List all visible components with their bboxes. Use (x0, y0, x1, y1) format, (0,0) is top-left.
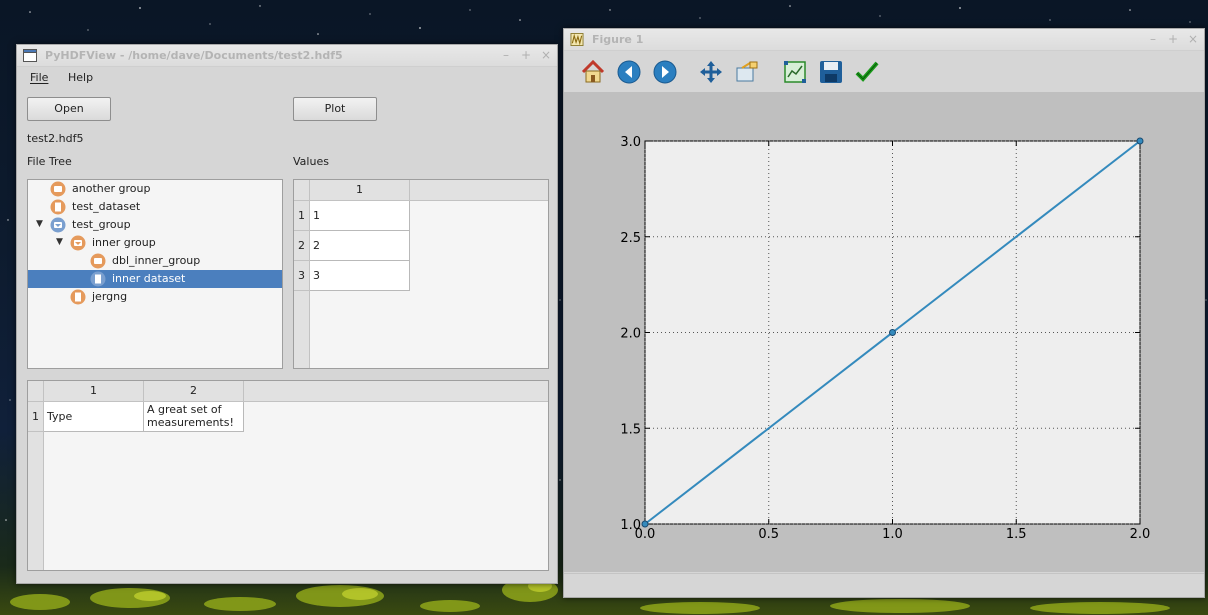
maximize-button[interactable]: + (1168, 32, 1179, 46)
menu-file[interactable]: File (30, 71, 49, 84)
back-icon[interactable] (616, 59, 642, 85)
matplotlib-icon (570, 33, 584, 46)
y-tick-label: 2.5 (620, 231, 641, 246)
x-tick-label: 1.0 (882, 527, 903, 542)
dataset-icon (70, 289, 86, 305)
table-cell[interactable]: 2 (310, 231, 410, 261)
menu-bar: File Help (17, 68, 557, 88)
expand-arrow-icon[interactable]: ▼ (36, 219, 43, 229)
table-cell[interactable]: Type (44, 402, 144, 432)
table-corner[interactable] (28, 381, 44, 402)
tree-item-selected[interactable]: inner dataset (28, 270, 282, 288)
y-tick-label: 1.5 (620, 422, 641, 437)
y-tick-label: 2.0 (620, 327, 641, 342)
tree-item[interactable]: test_dataset (28, 198, 282, 216)
pan-icon[interactable] (698, 59, 724, 85)
window-title: PyHDFView - /home/dave/Documents/test2.h… (45, 49, 343, 62)
figure-window: Figure 1 – + × (563, 28, 1205, 598)
minimize-button[interactable]: – (1150, 32, 1156, 46)
close-button[interactable]: × (1188, 32, 1199, 46)
plot-button[interactable]: Plot (293, 97, 377, 121)
x-tick-label: 0.0 (635, 527, 656, 542)
column-header[interactable]: 1 (44, 381, 144, 402)
y-tick-label: 3.0 (620, 135, 641, 150)
home-icon[interactable] (580, 59, 606, 85)
tree-item[interactable]: ▼ test_group (36, 217, 131, 233)
figure-titlebar[interactable]: Figure 1 – + × (564, 29, 1204, 51)
pyhdfview-titlebar[interactable]: PyHDFView - /home/dave/Documents/test2.h… (17, 45, 557, 67)
close-button[interactable]: × (541, 48, 552, 62)
y-tick-label: 1.0 (620, 518, 641, 533)
folder-open-icon (50, 217, 66, 233)
dataset-icon (90, 271, 106, 287)
table-corner[interactable] (294, 180, 310, 201)
x-tick-label: 1.5 (1006, 527, 1027, 542)
folder-open-icon (70, 235, 86, 251)
row-header[interactable]: 3 (294, 261, 310, 291)
open-button[interactable]: Open (27, 97, 111, 121)
window-app-icon (23, 49, 37, 62)
column-header[interactable]: 2 (144, 381, 244, 402)
figure-canvas[interactable]: 0.0 0.5 1.0 1.5 2.0 1.0 1.5 2.0 2.5 3.0 (564, 92, 1204, 572)
tree-item[interactable]: dbl_inner_group (28, 252, 282, 270)
data-point (889, 329, 896, 336)
pyhdfview-window: PyHDFView - /home/dave/Documents/test2.h… (16, 44, 558, 584)
window-title: Figure 1 (592, 33, 644, 46)
table-cell[interactable]: 1 (310, 201, 410, 231)
line-chart[interactable]: 0.0 0.5 1.0 1.5 2.0 1.0 1.5 2.0 2.5 3.0 (564, 92, 1204, 572)
subplots-icon[interactable] (782, 59, 808, 85)
column-header[interactable]: 1 (310, 180, 410, 201)
tree-item[interactable]: ▼ inner group (56, 235, 156, 251)
figure-toolbar (564, 52, 1204, 90)
x-tick-label: 0.5 (758, 527, 779, 542)
tree-item[interactable]: another group (28, 180, 282, 198)
expand-arrow-icon[interactable]: ▼ (56, 237, 63, 247)
file-tree[interactable]: another group test_dataset ▼ test_group … (27, 179, 283, 369)
folder-icon (90, 253, 106, 269)
row-header[interactable]: 2 (294, 231, 310, 261)
figure-statusbar (564, 573, 1204, 597)
row-header[interactable]: 1 (294, 201, 310, 231)
forward-icon[interactable] (652, 59, 678, 85)
table-cell[interactable]: 3 (310, 261, 410, 291)
minimize-button[interactable]: – (503, 48, 509, 62)
save-icon[interactable] (818, 59, 844, 85)
filename-label: test2.hdf5 (27, 132, 84, 145)
x-tick-label: 2.0 (1130, 527, 1151, 542)
desktop-foliage (10, 578, 1170, 614)
attributes-table[interactable]: 1 2 1 Type A great set of measurements! (27, 380, 549, 571)
dataset-icon (50, 199, 66, 215)
data-point (1136, 137, 1144, 145)
values-label: Values (293, 155, 329, 168)
edit-icon[interactable] (854, 59, 880, 85)
row-header[interactable]: 1 (28, 402, 44, 432)
maximize-button[interactable]: + (521, 48, 532, 62)
table-cell[interactable]: A great set of measurements! (144, 402, 244, 432)
folder-icon (50, 181, 66, 197)
values-table[interactable]: 1 1 1 2 2 3 3 (293, 179, 549, 369)
tree-item[interactable]: jergng (28, 288, 282, 306)
file-tree-label: File Tree (27, 155, 72, 168)
zoom-icon[interactable] (734, 59, 760, 85)
data-point (641, 520, 649, 528)
menu-help[interactable]: Help (68, 71, 94, 84)
